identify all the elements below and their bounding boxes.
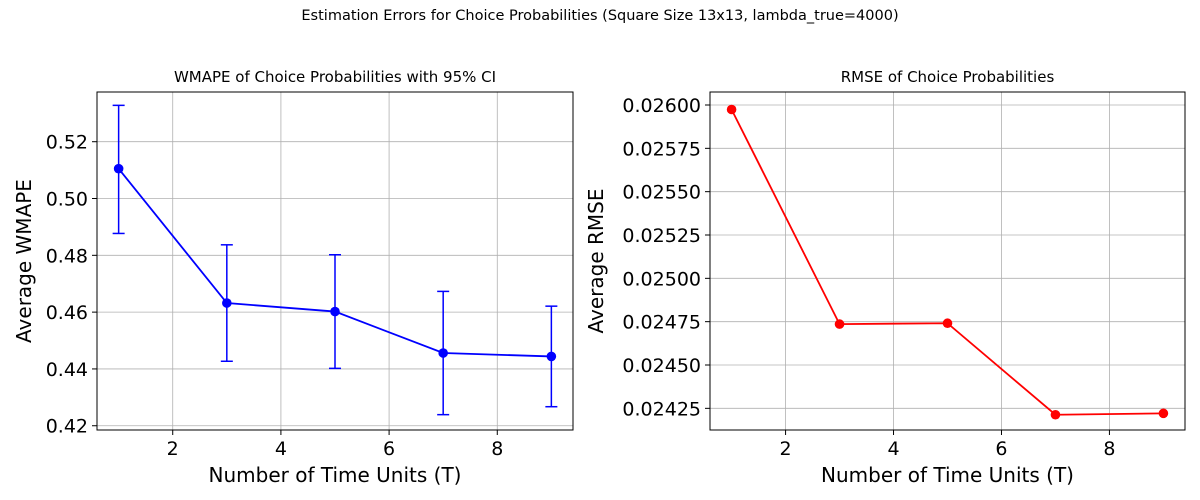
x-tick-label: 8 bbox=[491, 438, 503, 460]
data-point bbox=[438, 348, 448, 358]
x-axis-title: Number of Time Units (T) bbox=[821, 463, 1074, 487]
y-tick-label: 0.46 bbox=[46, 302, 88, 324]
y-tick-label: 0.02550 bbox=[622, 182, 701, 204]
y-tick-label: 0.02450 bbox=[622, 355, 701, 377]
panel-title: WMAPE of Choice Probabilities with 95% C… bbox=[174, 68, 496, 86]
y-tick-label: 0.02475 bbox=[622, 312, 701, 334]
x-tick-label: 8 bbox=[1103, 438, 1115, 460]
x-tick-label: 6 bbox=[995, 438, 1007, 460]
y-tick-label: 0.52 bbox=[46, 132, 88, 154]
y-tick-label: 0.02425 bbox=[622, 398, 701, 420]
data-point bbox=[726, 104, 737, 115]
data-point bbox=[834, 319, 845, 329]
x-tick-label: 4 bbox=[275, 438, 287, 460]
x-tick-label: 2 bbox=[780, 438, 792, 460]
plot-frame bbox=[709, 91, 1186, 431]
x-tick-label: 4 bbox=[887, 438, 899, 460]
y-tick-label: 0.44 bbox=[46, 359, 88, 381]
y-axis-title: Average WMAPE bbox=[12, 179, 36, 343]
data-point bbox=[1050, 409, 1061, 420]
chart-panel-2: 2 4 6 8 0.02425 0.02450 0.02475 0.02500 0.02525 0… bbox=[584, 68, 1186, 487]
data-point bbox=[546, 351, 557, 362]
chart-panel-1: 2 4 6 8 0.42 0.44 0.46 0.48 0.50 0.52 WMAPE of Cho… bbox=[12, 68, 574, 487]
y-tick-label: 0.02525 bbox=[622, 225, 701, 247]
y-axis-title: Average RMSE bbox=[584, 189, 608, 334]
x-tick-label: 6 bbox=[383, 438, 395, 460]
data-point bbox=[222, 298, 232, 308]
data-point bbox=[942, 318, 953, 329]
panel-title: RMSE of Choice Probabilities bbox=[841, 68, 1055, 86]
data-point bbox=[1158, 408, 1169, 419]
y-tick-label: 0.42 bbox=[46, 416, 88, 438]
y-tick-label: 0.02500 bbox=[622, 268, 701, 290]
series-line bbox=[730, 109, 1164, 416]
x-axis-title: Number of Time Units (T) bbox=[209, 463, 462, 487]
y-tick-label: 0.02575 bbox=[622, 138, 701, 160]
y-tick-label: 0.50 bbox=[46, 189, 88, 211]
data-point bbox=[330, 306, 340, 317]
plot-frame bbox=[96, 91, 574, 431]
figure-suptitle: Estimation Errors for Choice Probabiliti… bbox=[301, 8, 899, 24]
x-tick-label: 2 bbox=[167, 438, 179, 460]
data-point bbox=[113, 163, 124, 174]
y-tick-label: 0.02600 bbox=[622, 95, 701, 117]
y-tick-label: 0.48 bbox=[46, 245, 88, 267]
